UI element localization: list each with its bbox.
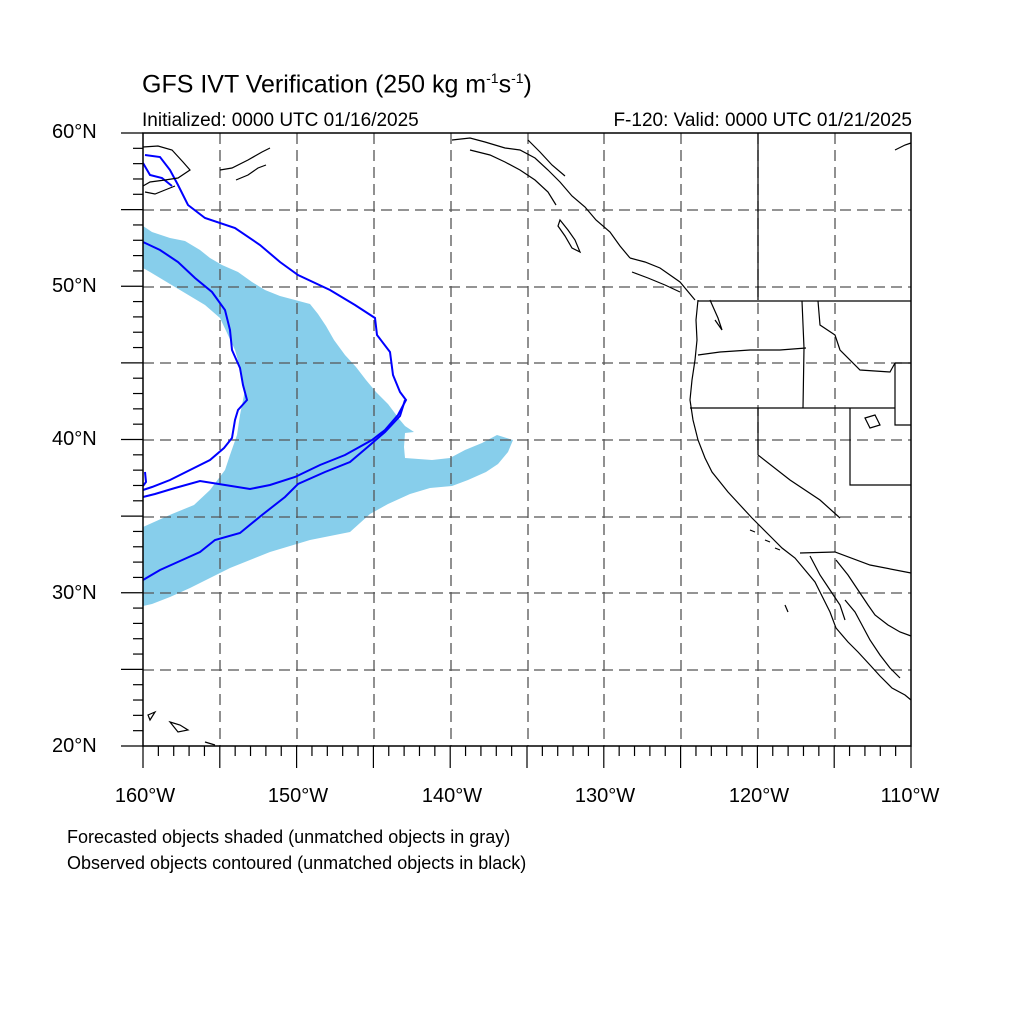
observed-contour-main [142,399,406,581]
observed-contour-inner [142,241,249,491]
forecast-legend-note: Forecasted objects shaded (unmatched obj… [67,827,511,847]
observed-contour-stub [142,471,148,487]
lon-tick-label: 130°W [574,785,636,807]
valid-time-label: F-120: Valid: 0000 UTC 01/21/2025 [613,110,912,131]
observed-contour-outer [142,154,408,498]
lon-tick-label: 160°W [114,785,176,807]
chart-title: GFS IVT Verification (250 kg m-1s-1) [142,70,532,99]
lon-tick-label: 110°W [880,785,940,807]
lon-tick-label: 140°W [421,785,483,807]
lat-tick-label: 50°N [52,275,97,297]
graticule [143,133,911,746]
lat-tick-label: 60°N [52,121,97,143]
observed-ivt-contours [142,154,408,581]
lat-tick-label: 40°N [52,428,97,450]
observed-contour-fragment [142,162,173,187]
observed-legend-note: Observed objects contoured (unmatched ob… [67,853,527,873]
lat-tick-label: 20°N [52,735,97,757]
lon-tick-label: 150°W [267,785,329,807]
init-time-label: Initialized: 0000 UTC 01/16/2025 [142,110,419,131]
lat-tick-label: 30°N [52,582,97,604]
lon-tick-label: 120°W [728,785,790,807]
forecast-ivt-object [143,226,513,606]
coastlines [142,133,912,746]
tick-marks [121,132,912,768]
